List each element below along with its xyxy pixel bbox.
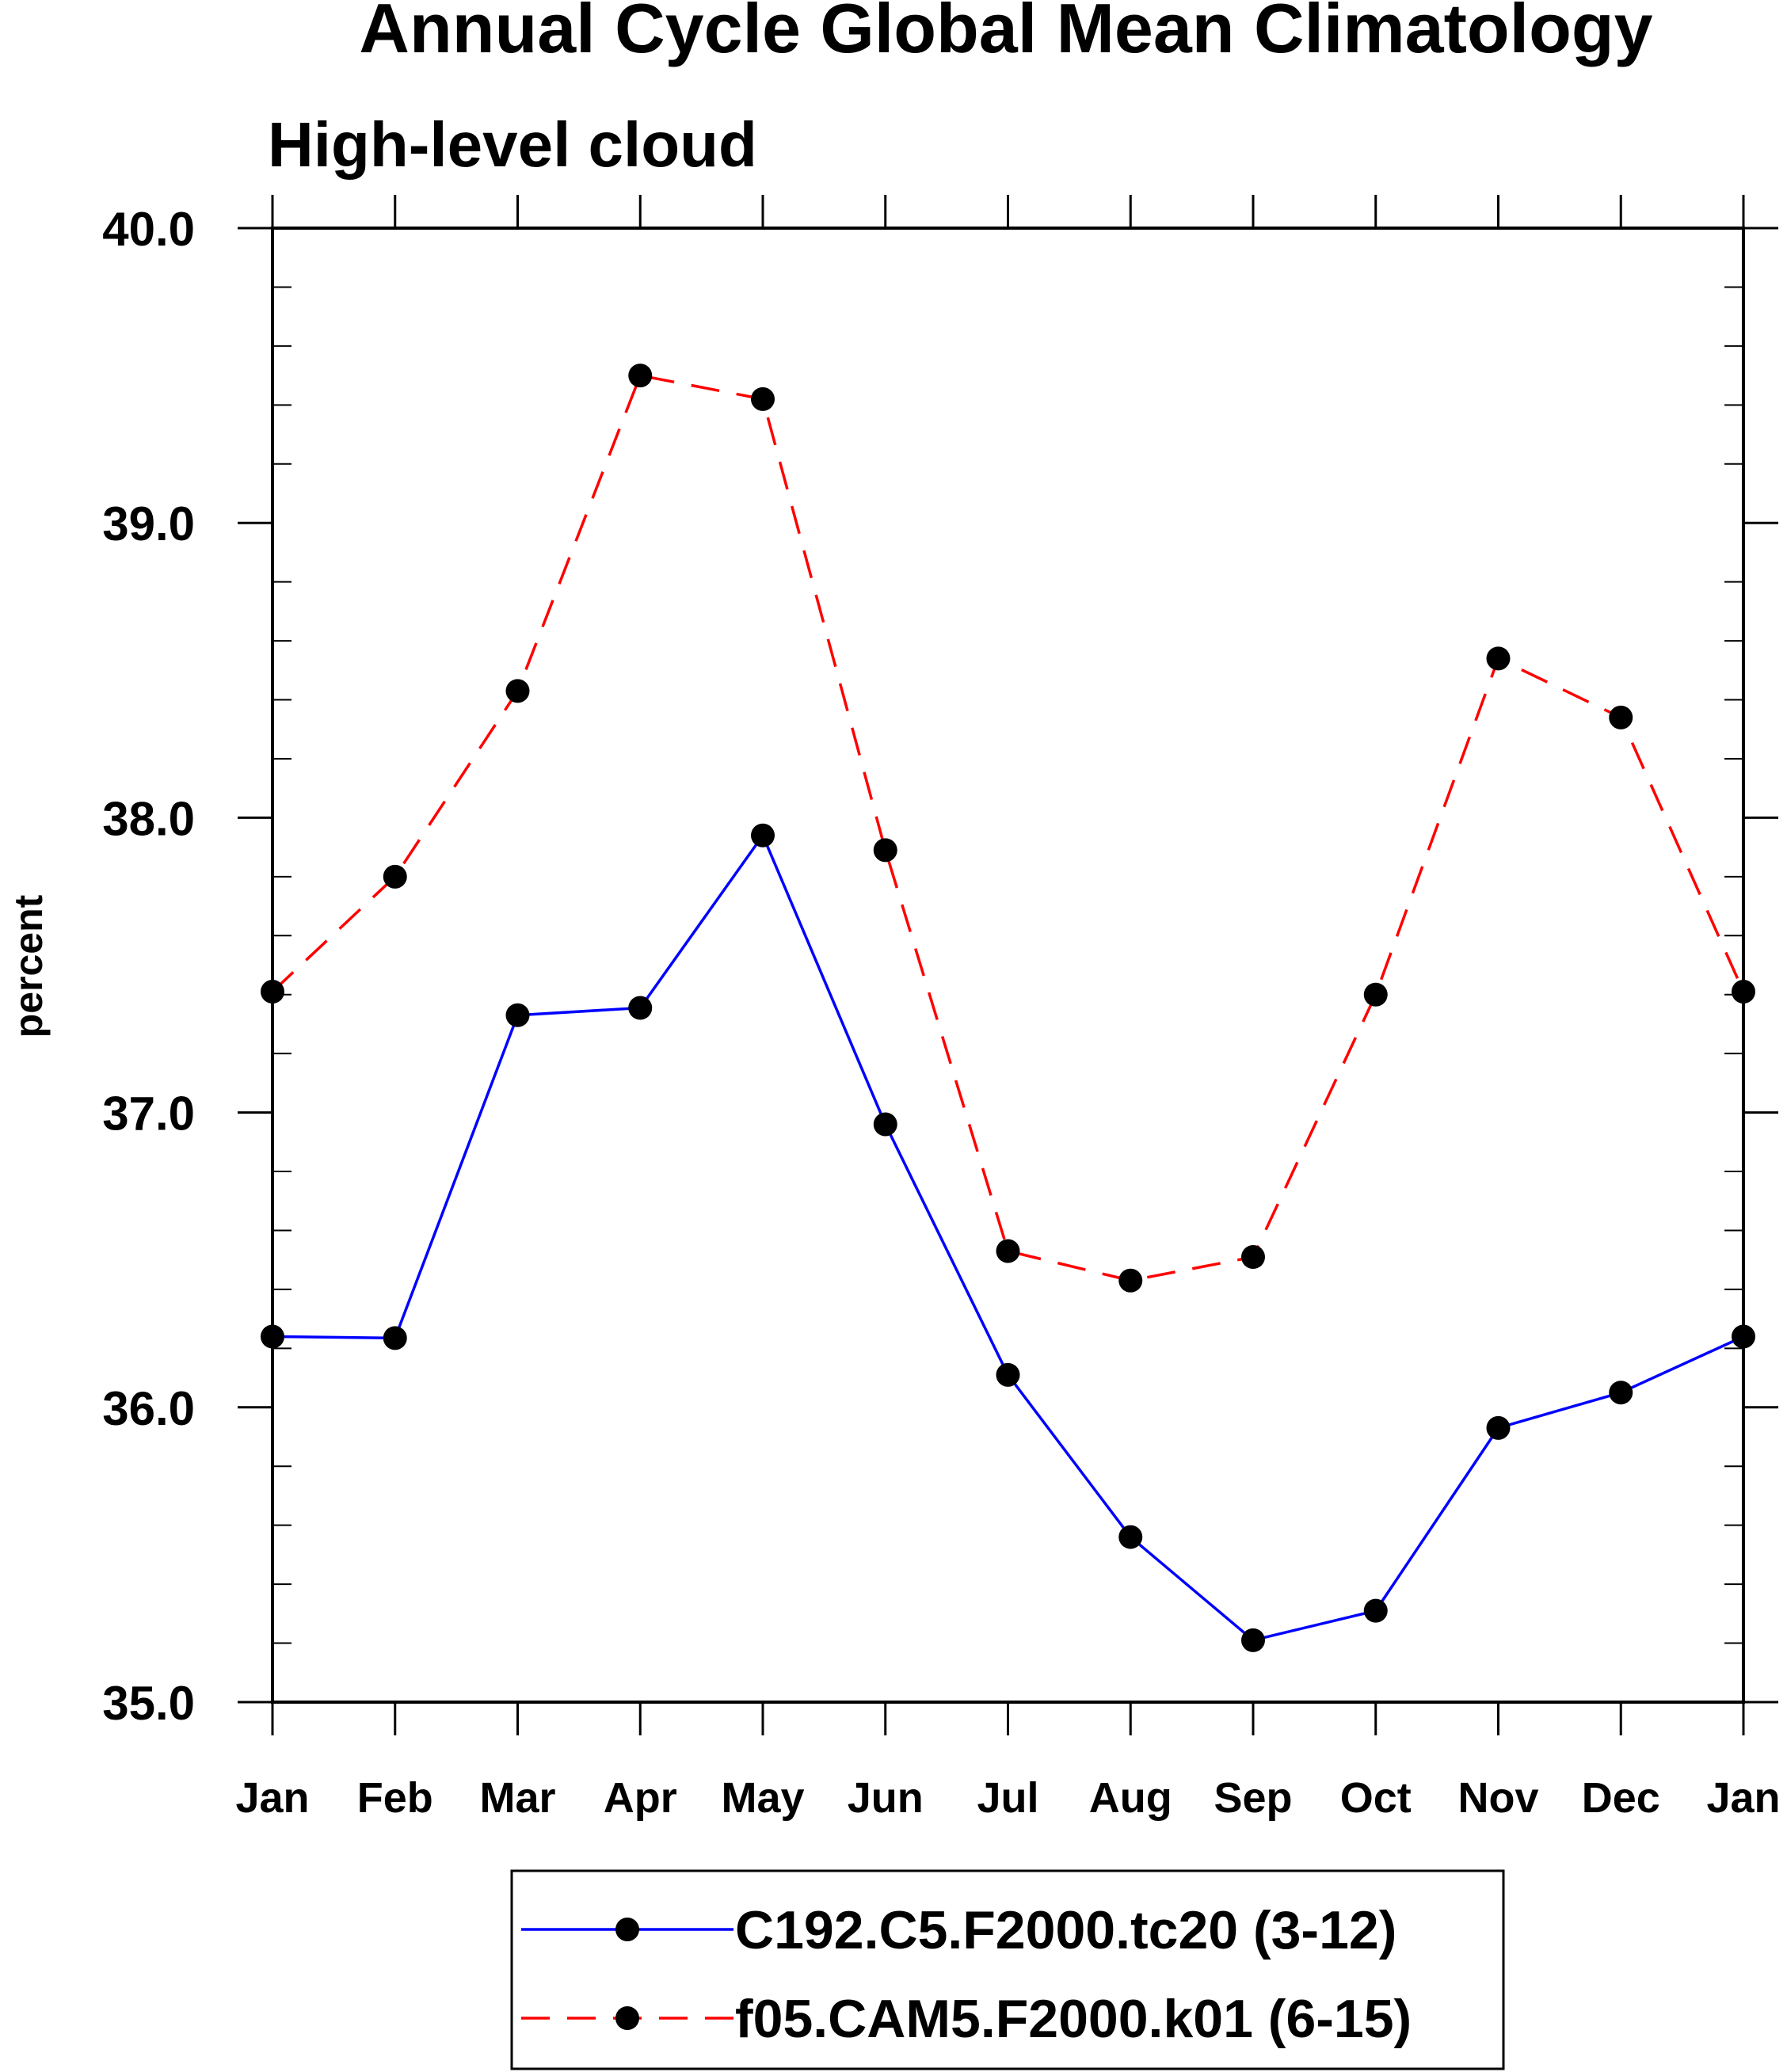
- x-tick-label: Jan: [235, 1774, 309, 1822]
- series-1-point: [383, 1326, 407, 1350]
- legend: C192.C5.F2000.tc20 (3-12) f05.CAM5.F2000.…: [510, 1869, 1505, 2070]
- chart-title: Annual Cycle Global Mean Climatology: [359, 0, 1652, 67]
- series-1-point: [628, 996, 653, 1020]
- legend-items: C192.C5.F2000.tc20 (3-12) f05.CAM5.F2000.…: [521, 1900, 1412, 2049]
- chart-subtitle: High-level cloud: [268, 109, 757, 180]
- series-2-point: [1118, 1268, 1143, 1293]
- series-lines: [271, 374, 1745, 1642]
- series-2-point: [1241, 1244, 1265, 1269]
- series-2-point: [1486, 646, 1511, 671]
- series-line-1: [272, 833, 1744, 1642]
- series-2-point: [873, 838, 897, 863]
- axis-ticks: [238, 195, 1778, 1735]
- series-1-point: [751, 823, 775, 847]
- x-tick-label: Apr: [604, 1774, 677, 1822]
- y-axis-label: percent: [6, 894, 51, 1038]
- series-1-point: [1609, 1381, 1633, 1405]
- series-2-point: [1363, 982, 1388, 1007]
- x-tick-label: Jun: [848, 1774, 924, 1822]
- series-2-point: [751, 387, 775, 411]
- series-1-point: [505, 1003, 530, 1027]
- series-2-point: [383, 864, 407, 889]
- series-2-point: [1609, 705, 1633, 729]
- series-1-point: [873, 1112, 897, 1137]
- y-tick-label: 38.0: [102, 792, 195, 845]
- series-points: [261, 364, 1755, 1652]
- y-tick-label: 39.0: [102, 497, 195, 550]
- legend-label-2: f05.CAM5.F2000.k01 (6-15): [735, 1989, 1412, 2049]
- x-tick-label: Oct: [1340, 1774, 1412, 1822]
- legend-box: [510, 1869, 1505, 2070]
- y-tick-label: 36.0: [102, 1382, 195, 1435]
- y-tick-label: 35.0: [102, 1677, 195, 1730]
- series-2-point: [628, 364, 653, 388]
- x-tick-label: Sep: [1214, 1774, 1292, 1822]
- y-tick-labels: 35.0 36.0 37.0 38.0 39.0 40.0: [102, 203, 195, 1730]
- series-2-point: [505, 679, 530, 703]
- series-2-point: [996, 1239, 1020, 1263]
- series-1-point: [1241, 1628, 1265, 1652]
- series-1-point: [1486, 1415, 1511, 1440]
- x-tick-label: Jan: [1706, 1774, 1780, 1822]
- series-1-point: [996, 1362, 1020, 1387]
- x-tick-label: May: [721, 1774, 804, 1822]
- x-tick-label: Aug: [1089, 1774, 1172, 1822]
- x-tick-label: Mar: [479, 1774, 555, 1822]
- x-tick-label: Feb: [357, 1774, 433, 1822]
- series-line-2: [271, 374, 1745, 1282]
- x-tick-label: Nov: [1457, 1774, 1538, 1822]
- legend-label-1: C192.C5.F2000.tc20 (3-12): [735, 1900, 1396, 1960]
- x-tick-label: Jul: [977, 1774, 1038, 1822]
- plot-frame: [271, 227, 1745, 1704]
- legend-marker-1: [615, 1918, 639, 1941]
- series-1-point: [1363, 1598, 1388, 1623]
- x-tick-labels: Jan Feb Mar Apr May Jun Jul Aug Sep Oct Nov Dec Jan: [235, 1774, 1780, 1822]
- x-tick-label: Dec: [1582, 1774, 1660, 1822]
- series-1-point: [1118, 1525, 1143, 1549]
- y-tick-label: 37.0: [102, 1087, 195, 1141]
- legend-marker-2: [615, 2006, 639, 2030]
- y-tick-label: 40.0: [102, 203, 195, 256]
